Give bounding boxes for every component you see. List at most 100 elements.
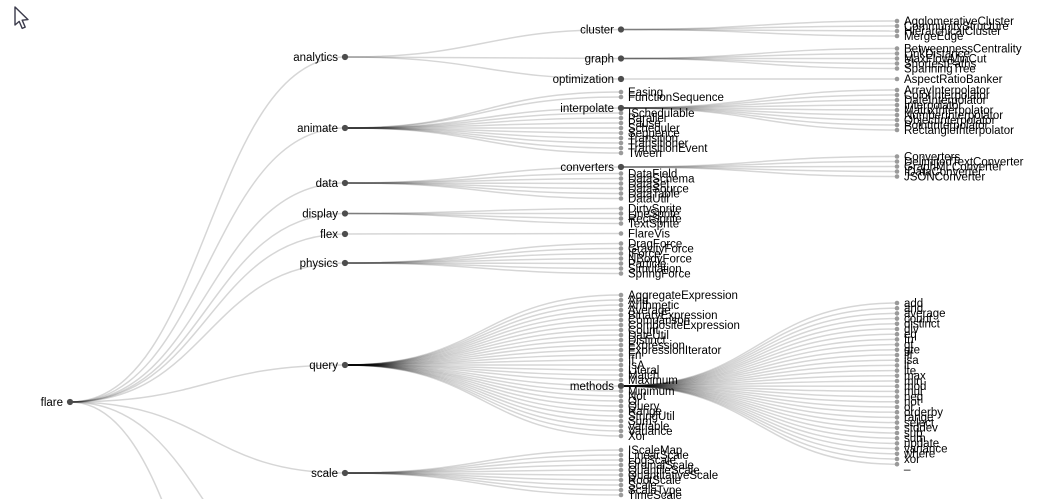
tree-leaf-node[interactable] (618, 150, 624, 156)
tree-leaf-node[interactable] (618, 327, 624, 333)
tree-leaf-node[interactable] (618, 467, 624, 473)
tree-leaf-node[interactable] (618, 447, 624, 453)
tree-leaf-node[interactable] (894, 446, 900, 451)
tree-leaf-node[interactable] (618, 388, 624, 394)
tree-node[interactable] (341, 179, 349, 187)
tree-leaf-node[interactable] (894, 420, 900, 425)
tree-leaf-node[interactable] (894, 56, 900, 61)
tree-leaf-node[interactable] (618, 372, 624, 378)
tree-leaf-node[interactable] (618, 482, 624, 488)
tree-leaf-node[interactable] (618, 115, 624, 121)
tree-leaf-node[interactable] (894, 316, 900, 321)
tree-leaf-node[interactable] (618, 297, 624, 303)
tree-leaf-node[interactable] (618, 317, 624, 323)
tree-leaf-node[interactable] (618, 191, 624, 196)
tree-leaf-node[interactable] (618, 347, 624, 353)
tree-leaf-node[interactable] (618, 125, 624, 131)
tree-leaf-node[interactable] (618, 145, 624, 151)
tree-leaf-node[interactable] (618, 266, 624, 271)
tree-leaf-node[interactable] (894, 300, 900, 306)
tree-leaf-node[interactable] (618, 186, 624, 191)
tree-leaf-node[interactable] (618, 418, 624, 424)
tree-leaf-node[interactable] (618, 433, 624, 439)
tree-leaf-node[interactable] (894, 159, 900, 164)
tree-leaf-node[interactable] (894, 435, 900, 441)
tree-leaf-node[interactable] (618, 206, 624, 211)
tree-leaf-node[interactable] (618, 403, 624, 409)
tree-leaf-node[interactable] (894, 321, 900, 327)
tree-leaf-node[interactable] (618, 110, 624, 116)
tree-leaf-node[interactable] (618, 89, 624, 95)
tree-node[interactable] (617, 55, 625, 62)
tree-leaf-node[interactable] (618, 216, 624, 221)
tree-leaf-node[interactable] (894, 368, 900, 373)
tree-leaf-node[interactable] (618, 292, 624, 298)
tree-leaf-node[interactable] (894, 18, 900, 24)
tree-leaf-node[interactable] (618, 271, 624, 276)
tree-leaf-node[interactable] (894, 33, 900, 39)
tree-leaf-node[interactable] (894, 305, 900, 311)
tree-leaf-node[interactable] (618, 408, 624, 414)
tree-leaf-node[interactable] (894, 122, 900, 128)
tree-leaf-node[interactable] (618, 342, 624, 348)
tree-leaf-node[interactable] (894, 51, 900, 56)
tree-leaf-node[interactable] (618, 357, 624, 363)
tree-leaf-node[interactable] (618, 231, 624, 236)
tree-leaf-node[interactable] (618, 377, 624, 383)
tree-leaf-node[interactable] (618, 393, 624, 399)
tree-leaf-node[interactable] (894, 352, 900, 358)
tree-leaf-node[interactable] (618, 362, 624, 368)
tree-leaf-node[interactable] (894, 373, 900, 379)
tree-leaf-node[interactable] (894, 66, 900, 71)
tree-leaf-node[interactable] (618, 246, 624, 251)
tree-node[interactable] (341, 361, 349, 369)
tree-leaf-node[interactable] (618, 477, 624, 483)
tree-leaf-node[interactable] (618, 398, 624, 404)
tree-leaf-node[interactable] (894, 394, 900, 399)
tree-leaf-node[interactable] (894, 363, 900, 368)
tree-leaf-node[interactable] (618, 261, 624, 266)
tree-leaf-node[interactable] (618, 367, 624, 373)
tree-leaf-node[interactable] (618, 452, 624, 458)
tree-leaf-node[interactable] (618, 171, 624, 176)
tree-leaf-node[interactable] (894, 378, 900, 384)
tree-leaf-node[interactable] (894, 174, 900, 179)
tree-node[interactable] (617, 26, 625, 33)
tree-node[interactable] (341, 210, 349, 217)
tree-leaf-node[interactable] (894, 389, 900, 394)
tree-leaf-node[interactable] (618, 94, 624, 100)
tree-leaf-node[interactable] (618, 307, 624, 313)
tree-leaf-node[interactable] (894, 441, 900, 446)
tree-leaf-node[interactable] (894, 87, 900, 93)
tree-leaf-node[interactable] (894, 347, 900, 353)
tree-leaf-node[interactable] (894, 415, 900, 420)
tree-node[interactable] (341, 124, 349, 132)
tree-node[interactable] (341, 230, 349, 238)
tree-leaf-node[interactable] (894, 154, 900, 159)
tree-node[interactable] (617, 104, 625, 112)
tree-leaf-node[interactable] (618, 487, 624, 493)
tree-leaf-node[interactable] (618, 181, 624, 186)
tree-leaf-node[interactable] (894, 430, 900, 436)
tree-leaf-node[interactable] (894, 164, 900, 169)
tree-leaf-node[interactable] (894, 311, 900, 316)
tree-leaf-node[interactable] (894, 46, 900, 51)
tree-leaf-node[interactable] (618, 251, 624, 256)
tree-leaf-node[interactable] (894, 337, 900, 342)
tree-leaf-node[interactable] (618, 120, 624, 126)
tree-leaf-node[interactable] (618, 332, 624, 338)
tree-leaf-node[interactable] (894, 342, 900, 347)
tree-leaf-node[interactable] (894, 61, 900, 66)
tree-leaf-node[interactable] (618, 492, 624, 498)
tree-leaf-node[interactable] (894, 76, 900, 82)
tree-leaf-node[interactable] (894, 112, 900, 118)
tree-leaf-node[interactable] (618, 241, 624, 246)
tree-leaf-node[interactable] (894, 409, 900, 415)
tree-leaf-node[interactable] (894, 92, 900, 98)
tree-leaf-node[interactable] (618, 312, 624, 318)
tree-leaf-node[interactable] (894, 326, 900, 332)
tree-leaf-node[interactable] (618, 322, 624, 328)
tree-leaf-node[interactable] (618, 196, 624, 201)
tree-leaf-node[interactable] (618, 221, 624, 226)
tree-leaf-node[interactable] (618, 413, 624, 419)
